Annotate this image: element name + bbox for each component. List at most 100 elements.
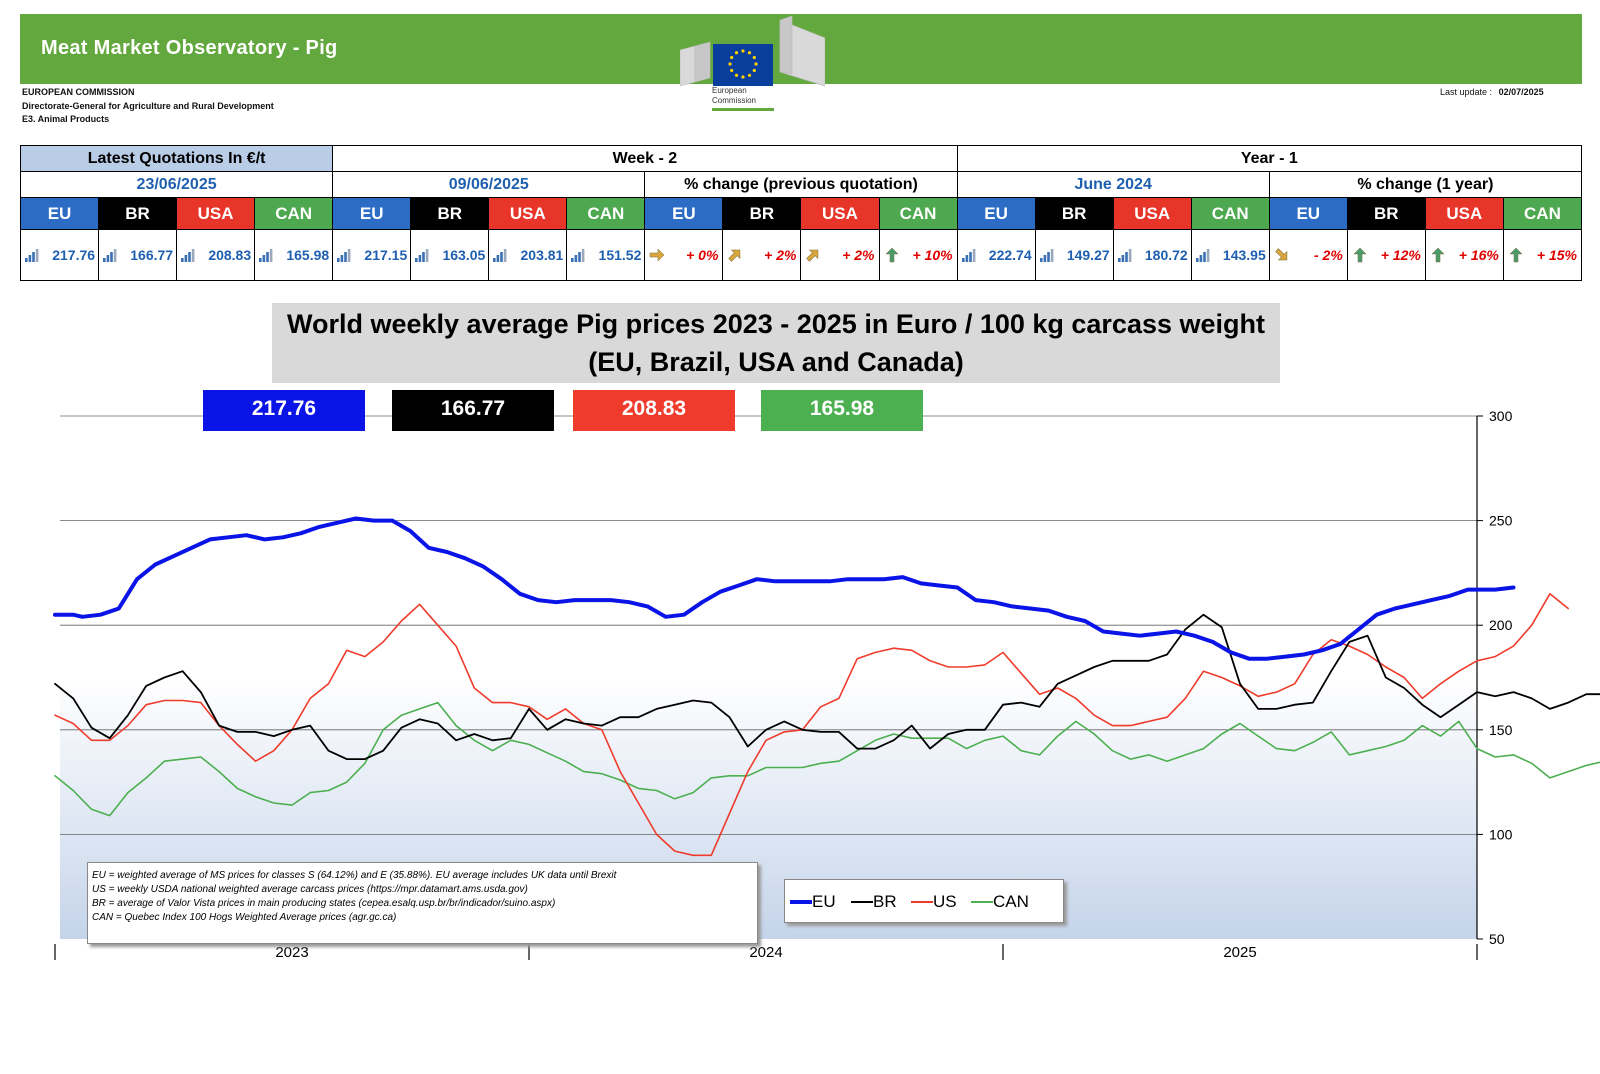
org-line: EUROPEAN COMMISSION (22, 87, 135, 97)
chart-title: World weekly average Pig prices 2023 - 2… (272, 303, 1280, 383)
market-header-usa: USA (1424, 197, 1504, 230)
page-title: Meat Market Observatory - Pig (41, 37, 338, 59)
chart-subtitle: (EU, Brazil, USA and Canada) (588, 347, 964, 377)
quote-value: 217.15 (364, 247, 408, 263)
arrow-down-right-icon (1275, 248, 1287, 261)
quote-value: 165.98 (286, 247, 330, 263)
organisation-block: EUROPEAN COMMISSION Directorate-General … (22, 86, 274, 127)
signal-bars-icon (571, 249, 585, 262)
y-tick-label: 100 (1489, 826, 1513, 842)
note-line: US = weekly USDA national weighted avera… (92, 884, 528, 895)
year-date: June 2024 (956, 171, 1270, 198)
change-cell: + 0% (644, 229, 724, 281)
quote-cell: 217.15 (332, 229, 412, 281)
quote-cell: 151.52 (566, 229, 646, 281)
legend-item-br: BR (851, 892, 911, 912)
latest-box-can (761, 390, 923, 431)
market-header-br: BR (722, 197, 802, 230)
change-value: - 2% (1314, 247, 1343, 263)
latest-date: 23/06/2025 (19, 171, 334, 198)
latest-quotations-header: Latest Quotations In €/t (19, 145, 334, 172)
quote-value: 149.27 (1066, 247, 1110, 263)
series-line-br (54, 613, 1600, 760)
quote-cell: 166.77 (98, 229, 178, 281)
signal-bars-icon (337, 249, 351, 262)
signal-bars-icon (415, 249, 429, 262)
change-cell: + 2% (722, 229, 802, 281)
market-header-can: CAN (254, 197, 334, 230)
change-cell: + 15% (1502, 229, 1583, 281)
arrow-right-icon (650, 248, 665, 262)
arrow-up-icon (1431, 247, 1445, 263)
plot-background (60, 416, 1477, 939)
org-line: E3. Animal Products (22, 114, 110, 124)
market-header-br: BR (410, 197, 490, 230)
signal-bars-icon (25, 249, 39, 262)
change-value: + 2% (764, 247, 797, 263)
y-tick-label: 250 (1489, 513, 1513, 529)
week-date: 09/06/2025 (332, 171, 646, 198)
note-line: CAN = Quebec Index 100 Hogs Weighted Ave… (92, 912, 397, 923)
change-value: + 12% (1380, 247, 1421, 263)
latest-box-value: 166.77 (441, 397, 505, 420)
last-update-label: Last update : (1440, 87, 1493, 97)
change-cell: + 10% (878, 229, 958, 281)
latest-box-eu (203, 390, 365, 431)
arrow-up-icon (1353, 247, 1367, 263)
legend-item-can: CAN (971, 892, 1041, 912)
legend-label-can: CAN (993, 892, 1029, 911)
legend-swatch-eu (790, 900, 812, 904)
org-line: Directorate-General for Agriculture and … (22, 100, 274, 111)
change-value: + 15% (1536, 247, 1577, 263)
last-update: Last update : 02/07/2025 (1440, 87, 1544, 97)
signal-bars-icon (259, 249, 273, 262)
quote-cell: 222.74 (956, 229, 1036, 281)
quote-cell: 143.95 (1190, 229, 1270, 281)
quote-value: 203.81 (520, 247, 564, 263)
signal-bars-icon (1039, 249, 1054, 262)
market-header-eu: EU (1268, 197, 1348, 230)
market-header-usa: USA (1112, 197, 1192, 230)
market-header-br: BR (1346, 197, 1426, 230)
market-header-eu: EU (956, 197, 1036, 230)
arrow-up-right-icon (806, 249, 819, 262)
change-value: + 10% (912, 247, 953, 263)
change-value: + 2% (842, 247, 875, 263)
market-header-usa: USA (176, 197, 256, 230)
market-header-can: CAN (1190, 197, 1270, 230)
quote-cell: 180.72 (1112, 229, 1192, 281)
market-header-usa: USA (488, 197, 568, 230)
quotations-table: Latest Quotations In €/t Week - 2 Year -… (19, 145, 1583, 281)
quote-cell: 203.81 (488, 229, 568, 281)
legend-item-eu: EU (790, 892, 850, 912)
quote-value: 222.74 (988, 247, 1032, 263)
arrow-up-right-icon (728, 249, 741, 262)
market-header-can: CAN (878, 197, 958, 230)
ec-logo-underline (712, 108, 774, 111)
quote-value: 208.83 (208, 247, 252, 263)
market-header-eu: EU (19, 197, 100, 230)
ec-logo-icon (680, 16, 825, 87)
notes-box: EU = weighted average of MS prices for c… (87, 862, 758, 944)
x-year-label: 2023 (275, 944, 308, 961)
quote-value: 180.72 (1144, 247, 1188, 263)
signal-bars-icon (103, 249, 117, 262)
market-header-usa: USA (800, 197, 880, 230)
legend-swatch-can (971, 901, 993, 903)
year-1-header: Year - 1 (956, 145, 1583, 172)
change-cell: + 12% (1346, 229, 1426, 281)
legend-swatch-br (851, 901, 873, 903)
y-tick-label: 200 (1489, 617, 1513, 633)
quote-cell: 149.27 (1034, 229, 1114, 281)
signal-bars-icon (181, 249, 195, 262)
price-line-chart: 50 100 150 200 250 300 2023 2024 2025 217.76 166.7… (53, 390, 1600, 961)
change-cell: + 2% (800, 229, 880, 281)
market-header-eu: EU (332, 197, 412, 230)
y-tick-label: 150 (1489, 722, 1513, 738)
series-line-eu (53, 516, 1516, 661)
y-tick-label: 300 (1489, 408, 1513, 424)
legend-item-us: US (911, 892, 971, 912)
change-value: + 16% (1458, 247, 1499, 263)
market-header-eu: EU (644, 197, 724, 230)
quote-cell: 217.76 (19, 229, 100, 281)
